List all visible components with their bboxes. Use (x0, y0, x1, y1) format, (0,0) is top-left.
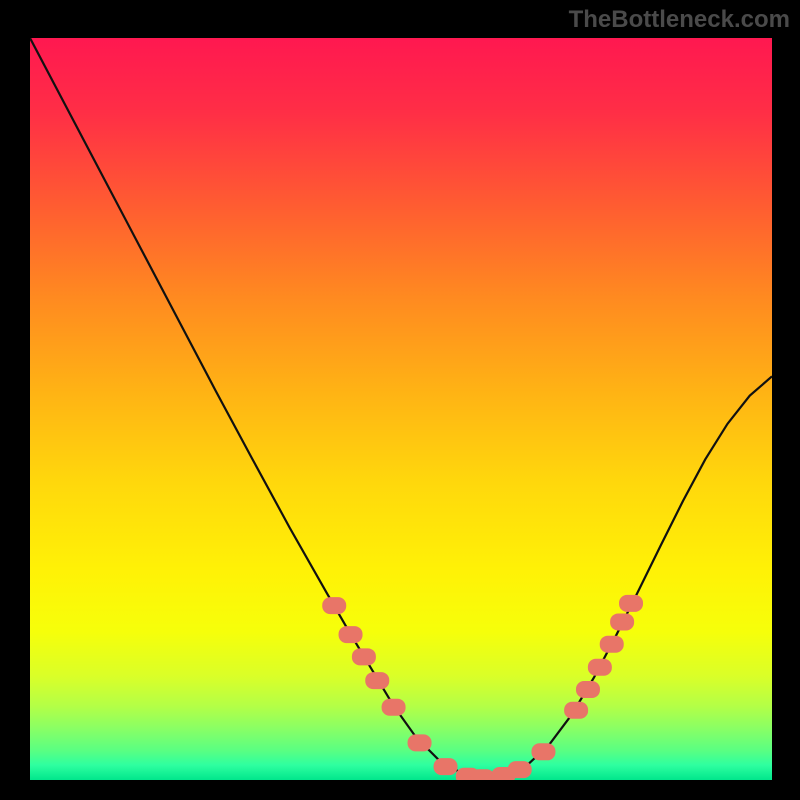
plot-area (30, 38, 772, 780)
curve-marker (408, 734, 432, 751)
chart-frame: TheBottleneck.com (0, 0, 800, 800)
gradient-background (30, 38, 772, 780)
curve-marker (610, 613, 634, 630)
watermark-text: TheBottleneck.com (569, 6, 790, 34)
curve-marker (434, 758, 458, 775)
curve-marker (564, 702, 588, 719)
curve-marker (322, 597, 346, 614)
curve-marker (339, 626, 363, 643)
bottleneck-curve-chart (30, 38, 772, 780)
curve-marker (352, 648, 376, 665)
curve-marker (365, 672, 389, 689)
curve-marker (576, 681, 600, 698)
curve-marker (619, 595, 643, 612)
curve-marker (600, 636, 624, 653)
curve-marker (508, 761, 532, 778)
curve-marker (471, 769, 495, 780)
curve-marker (588, 659, 612, 676)
curve-marker (531, 743, 555, 760)
curve-marker (382, 699, 406, 716)
